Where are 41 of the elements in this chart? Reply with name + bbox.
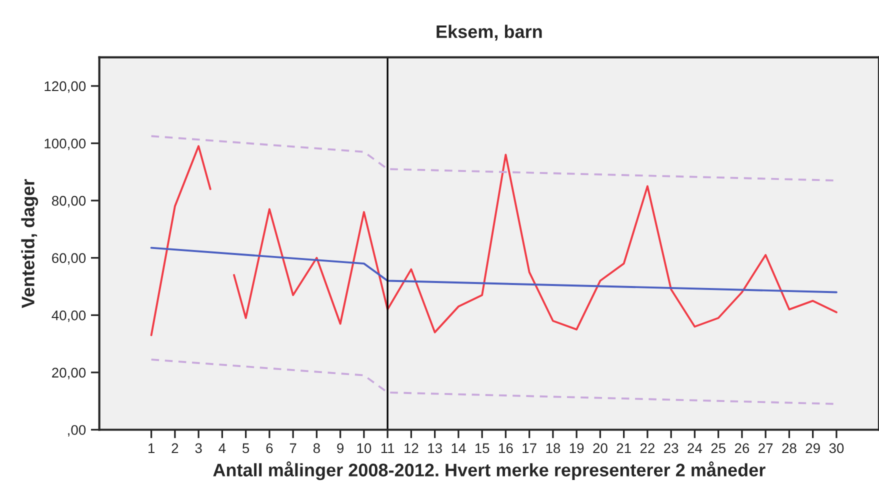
- x-tick-label: 16: [499, 443, 513, 454]
- x-tick-label: 12: [404, 443, 418, 453]
- x-tick-label: 24: [688, 443, 702, 453]
- x-tick-label: 29: [806, 443, 820, 454]
- x-tick-label: 1: [148, 443, 154, 453]
- y-tick-label: 120,00: [44, 81, 86, 93]
- chart-title: Eksem, barn: [436, 24, 542, 41]
- x-tick-label: 30: [829, 443, 844, 454]
- y-axis-title: Ventetid, dager: [21, 179, 38, 308]
- x-tick-label: 28: [782, 443, 796, 454]
- x-tick-label: 7: [290, 443, 296, 453]
- y-tick-label: 60,00: [52, 253, 86, 265]
- x-tick-label: 9: [337, 443, 344, 454]
- y-tick-label: 100,00: [44, 138, 86, 150]
- x-tick-label: 6: [266, 443, 273, 454]
- x-tick-label: 5: [242, 443, 250, 454]
- x-tick-label: 22: [640, 443, 654, 453]
- x-tick-label: 26: [734, 443, 750, 454]
- x-tick-label: 13: [428, 443, 442, 454]
- x-tick-label: 17: [522, 443, 536, 453]
- x-tick-label: 21: [616, 443, 631, 453]
- y-tick-label: 20,00: [52, 368, 86, 380]
- line-series: [150, 246, 838, 294]
- x-tick-label: 8: [313, 443, 320, 454]
- x-tick-label: 11: [381, 443, 394, 453]
- x-tick-label: 25: [711, 443, 726, 454]
- y-tick-label: 40,00: [52, 310, 86, 322]
- y-tick-label: ,00: [68, 425, 86, 437]
- x-tick-label: 15: [475, 443, 490, 454]
- x-tick-label: 27: [758, 443, 773, 453]
- x-tick-label: 3: [195, 443, 202, 454]
- x-tick-label: 23: [664, 443, 678, 454]
- x-axis-title: Antall målinger 2008-2012. Hvert merke representerer 2 måneder: [213, 461, 766, 480]
- y-tick-label: 80,00: [52, 196, 86, 208]
- x-tick-label: 10: [357, 443, 372, 454]
- x-tick-label: 19: [570, 443, 584, 454]
- x-tick-label: 2: [172, 443, 178, 453]
- x-tick-label: 18: [546, 443, 560, 454]
- x-tick-label: 4: [218, 443, 226, 453]
- x-tick-label: 14: [452, 443, 466, 453]
- x-tick-label: 20: [593, 443, 608, 454]
